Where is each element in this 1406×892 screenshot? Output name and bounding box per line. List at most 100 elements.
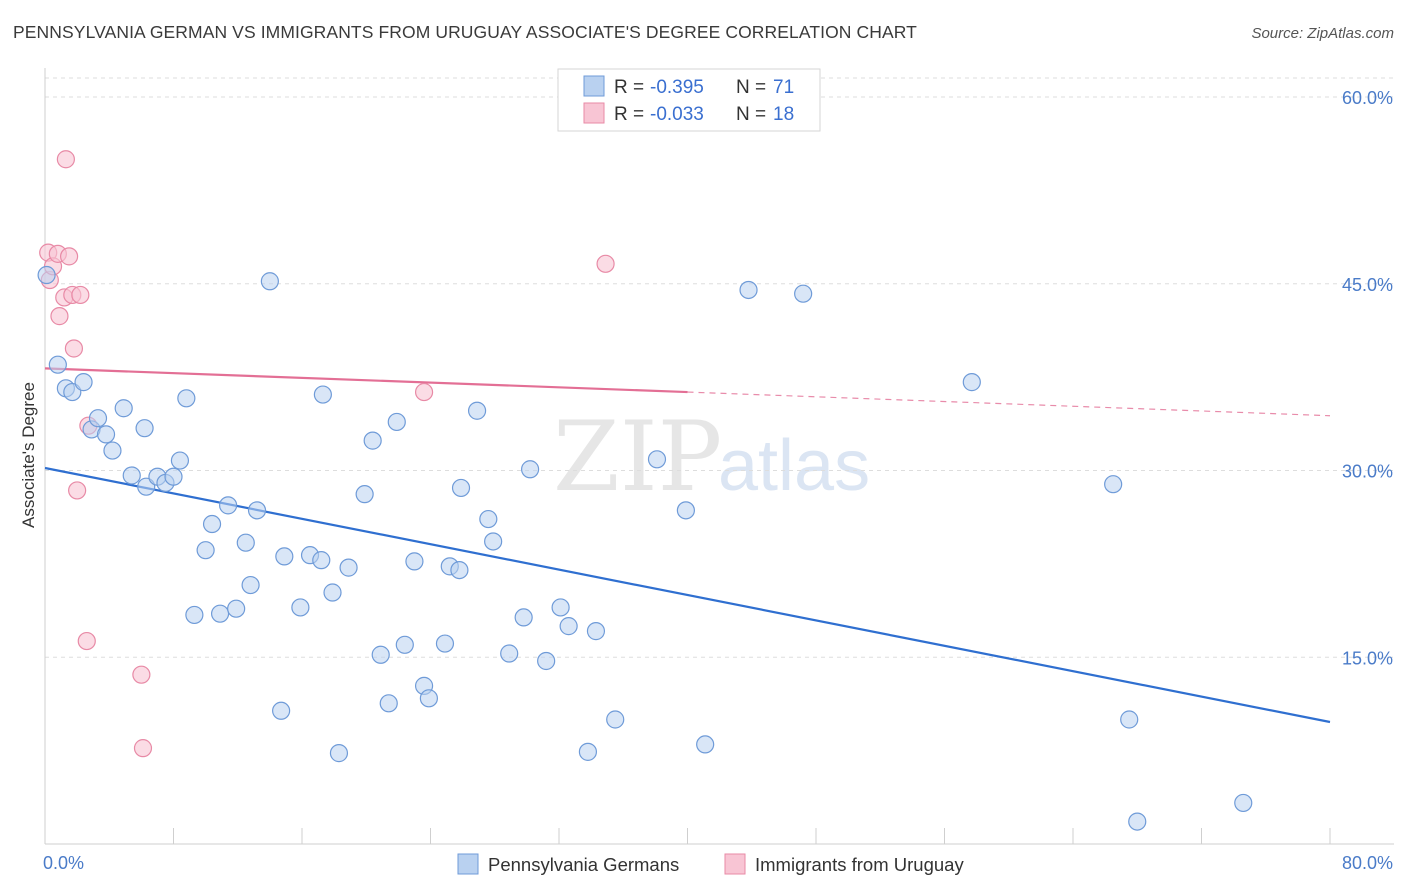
- uruguay-point: [414, 382, 434, 402]
- pennsylvania-germans-point: [467, 401, 487, 420]
- pennsylvania-germans-point: [88, 409, 108, 428]
- pennsylvania-germans-point: [405, 552, 424, 571]
- pennsylvania-germans-point: [275, 547, 294, 566]
- y-tick-label: 45.0%: [1342, 275, 1393, 295]
- uruguay-point: [68, 481, 87, 500]
- pennsylvania-germans-point: [500, 644, 519, 663]
- uruguay-point: [133, 739, 153, 758]
- legend-swatch-blue: [583, 75, 605, 97]
- pennsylvania-germans-point: [419, 689, 438, 708]
- pennsylvania-germans-point: [122, 466, 141, 485]
- grid-lines: [45, 77, 1394, 658]
- legend-r-label-1: R =: [614, 77, 644, 98]
- pennsylvania-germans-point: [451, 478, 471, 498]
- uruguay-point: [77, 631, 96, 651]
- pennsylvania-germans-point: [48, 355, 67, 374]
- bottom-legend-label-blue: Pennsylvania Germans: [488, 854, 679, 875]
- pennsylvania-germans-point: [114, 399, 133, 418]
- pennsylvania-germans-point: [1120, 710, 1139, 729]
- x-tick-label: 80.0%: [1342, 853, 1393, 873]
- pennsylvania-germans-point: [37, 265, 56, 285]
- pennsylvania-germans-point: [696, 735, 715, 754]
- uruguay-point: [132, 665, 151, 684]
- pennsylvania-germans-point: [551, 598, 570, 617]
- pennsylvania-germans-point: [227, 599, 246, 618]
- uruguay-point: [596, 254, 615, 273]
- pennsylvania-germans-point: [586, 622, 606, 641]
- pennsylvania-germans-point: [312, 551, 331, 570]
- uruguay-point: [71, 285, 90, 305]
- pennsylvania-germans-point: [371, 645, 390, 664]
- pennsylvania-germans-point: [578, 742, 598, 761]
- bottom-legend-swatch-blue: [457, 853, 479, 875]
- pennsylvania-germans-point: [363, 431, 382, 450]
- pennsylvania-germans-point: [355, 485, 374, 504]
- trend-line-uruguay: [44, 367, 688, 394]
- legend-swatch-pink: [583, 102, 605, 124]
- pennsylvania-germans-point: [210, 604, 230, 623]
- pennsylvania-germans-point: [96, 425, 116, 444]
- pennsylvania-germans-point: [272, 701, 291, 720]
- pennsylvania-germans-point: [794, 284, 813, 303]
- pennsylvania-germans-point: [479, 509, 498, 529]
- pennsylvania-germans-point: [514, 608, 533, 627]
- pennsylvania-germans-point: [520, 460, 540, 479]
- chart-source: Source: ZipAtlas.com: [1251, 25, 1394, 42]
- pennsylvania-germans-point: [379, 694, 398, 713]
- pennsylvania-germans-point: [559, 617, 578, 636]
- pennsylvania-germans-point: [313, 385, 332, 404]
- watermark: ZIP atlas: [553, 401, 870, 513]
- legend-r-label-2: R =: [614, 104, 644, 125]
- legend-n-value-2: 18: [773, 104, 794, 125]
- bottom-legend-swatch-pink: [724, 853, 746, 875]
- bottom-legend-label-pink: Immigrants from Uruguay: [755, 854, 964, 875]
- y-tick-label: 60.0%: [1342, 88, 1393, 108]
- pennsylvania-germans-point: [435, 634, 455, 653]
- pennsylvania-germans-point: [1128, 812, 1147, 831]
- legend-r-value-1: -0.395: [650, 77, 704, 98]
- pennsylvania-germans-point: [395, 635, 414, 654]
- y-tick-labels: 15.0% 30.0% 45.0% 60.0%: [1342, 88, 1393, 668]
- y-axis-title: Associate's Degree: [19, 382, 38, 528]
- pennsylvania-germans-point: [676, 501, 695, 520]
- pennsylvania-germans-point: [185, 605, 204, 625]
- pennsylvania-germans-point: [537, 651, 556, 671]
- bottom-legend: Pennsylvania Germans Immigrants from Uru…: [457, 853, 964, 875]
- uruguay-point: [56, 150, 75, 169]
- pennsylvania-germans-point: [606, 710, 625, 729]
- pennsylvania-germans-point: [291, 598, 310, 617]
- pennsylvania-germans-point: [387, 412, 406, 432]
- y-tick-label: 15.0%: [1342, 648, 1393, 668]
- pennsylvania-germans-point: [202, 514, 222, 534]
- top-legend: R = -0.395 N = 71 R = -0.033 N = 18: [557, 68, 821, 132]
- y-tick-label: 30.0%: [1342, 462, 1393, 482]
- uruguay-point: [59, 247, 79, 266]
- pennsylvania-germans-point: [241, 575, 260, 595]
- pennsylvania-germans-point: [135, 419, 154, 438]
- pennsylvania-germans-point: [450, 560, 469, 580]
- legend-n-label-2: N =: [736, 104, 766, 125]
- pennsylvania-germans-point: [236, 533, 255, 552]
- pennsylvania-germans-point: [739, 280, 758, 300]
- uruguay-point: [64, 339, 84, 358]
- x-tick-labels: 0.0% 80.0%: [43, 853, 1393, 873]
- pennsylvania-germans-point: [1104, 475, 1123, 494]
- pennsylvania-germans-point: [177, 389, 196, 408]
- pennsylvania-germans-point: [103, 441, 122, 460]
- series-uruguay-points: [39, 150, 615, 758]
- chart-title: PENNSYLVANIA GERMAN VS IMMIGRANTS FROM U…: [13, 22, 917, 42]
- x-tick-label: 0.0%: [43, 853, 84, 873]
- pennsylvania-germans-point: [219, 496, 238, 515]
- uruguay-point: [50, 307, 69, 326]
- legend-r-value-2: -0.033: [650, 104, 704, 125]
- pennsylvania-germans-point: [484, 532, 503, 551]
- pennsylvania-germans-point: [1234, 793, 1253, 813]
- pennsylvania-germans-point: [323, 583, 342, 602]
- pennsylvania-germans-point: [170, 451, 190, 470]
- pennsylvania-germans-point: [647, 450, 667, 469]
- pennsylvania-germans-point: [164, 467, 183, 486]
- pennsylvania-germans-point: [260, 272, 279, 291]
- legend-n-value-1: 71: [773, 77, 794, 98]
- pennsylvania-germans-point: [74, 373, 93, 392]
